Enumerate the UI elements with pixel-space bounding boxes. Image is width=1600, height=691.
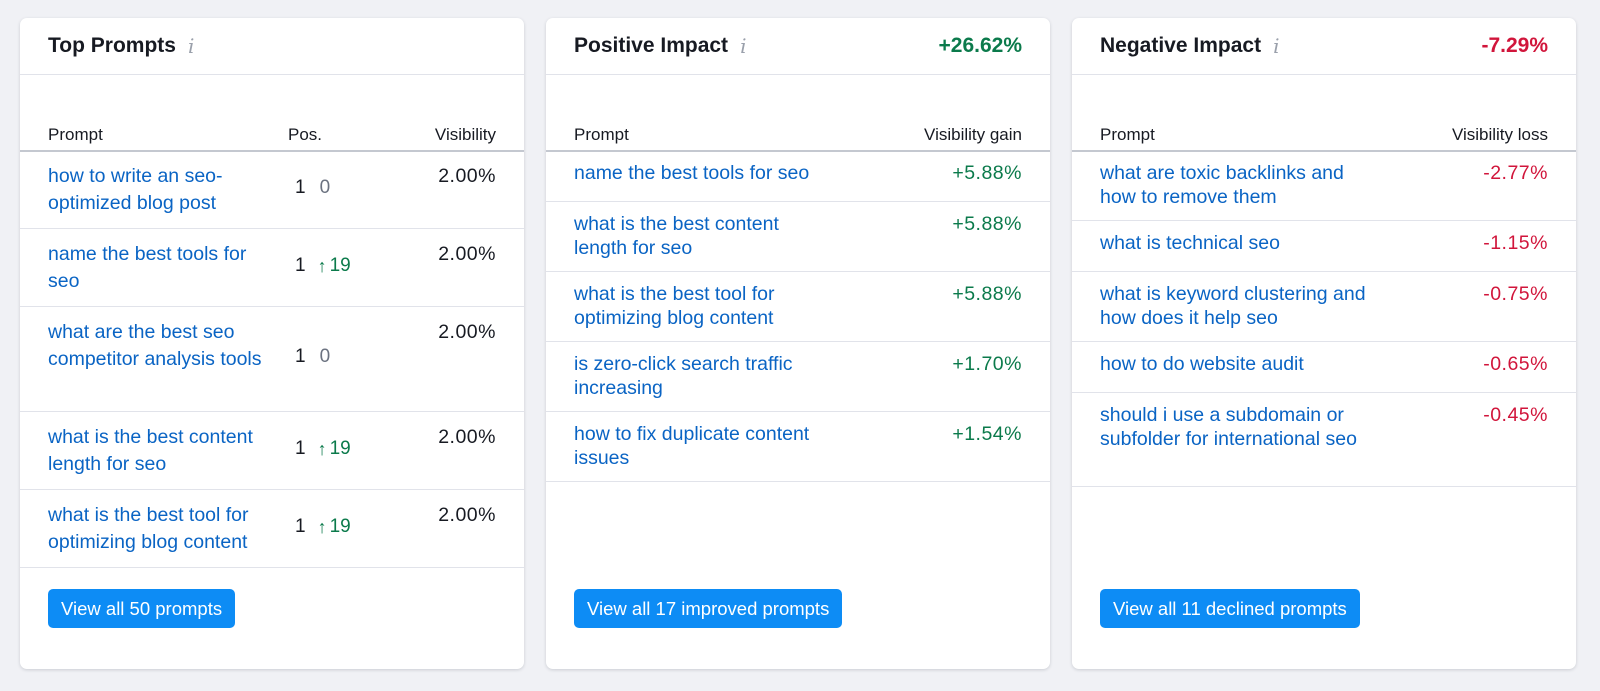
position-cell: 1 0 bbox=[295, 346, 330, 368]
prompt-link[interactable]: what are the best seo competitor analysi… bbox=[48, 321, 262, 370]
table-row: what are the best seo competitor analysi… bbox=[20, 307, 524, 412]
visibility-loss-value: -0.75% bbox=[1483, 283, 1548, 305]
info-icon[interactable]: i bbox=[1273, 34, 1280, 58]
column-header-prompt: Prompt bbox=[574, 125, 629, 144]
arrow-up-icon: ↑ bbox=[317, 438, 327, 459]
info-icon[interactable]: i bbox=[740, 34, 747, 58]
table-row: what is the best tool for optimizing blo… bbox=[20, 490, 524, 568]
prompt-link[interactable]: what is the best tool for optimizing blo… bbox=[574, 283, 775, 329]
arrow-up-icon: ↑ bbox=[317, 255, 327, 276]
table-row: what is technical seo -1.15% bbox=[1072, 221, 1576, 272]
view-declined-prompts-button[interactable]: View all 11 declined prompts bbox=[1100, 589, 1360, 628]
prompt-link[interactable]: what are toxic backlinks and how to remo… bbox=[1100, 162, 1344, 208]
positive-impact-card: Positive Impact i +26.62% Prompt Visibil… bbox=[546, 18, 1050, 669]
visibility-value: 2.00% bbox=[438, 426, 496, 448]
view-improved-prompts-button[interactable]: View all 17 improved prompts bbox=[574, 589, 843, 628]
table-body: what are toxic backlinks and how to remo… bbox=[1072, 151, 1576, 487]
table-row: name the best tools for seo +5.88% bbox=[546, 151, 1050, 202]
position-change-value: 19 bbox=[329, 516, 351, 537]
prompt-link[interactable]: how to write an seo-optimized blog post bbox=[48, 165, 223, 214]
visibility-gain-value: +5.88% bbox=[952, 283, 1022, 305]
position-value: 1 bbox=[295, 255, 306, 276]
prompt-link[interactable]: is zero-click search traffic increasing bbox=[574, 353, 793, 399]
card-title: Negative Impact bbox=[1100, 34, 1262, 57]
table-row: what is the best content length for seo … bbox=[546, 202, 1050, 272]
card-header: Top Prompts i bbox=[20, 18, 524, 75]
position-change: ↑ 19 bbox=[318, 255, 351, 277]
position-change: ↑ 19 bbox=[318, 438, 351, 460]
prompt-link[interactable]: name the best tools for seo bbox=[574, 162, 810, 184]
table-row: what is keyword clustering and how does … bbox=[1072, 272, 1576, 342]
table-body: name the best tools for seo +5.88% what … bbox=[546, 151, 1050, 482]
total-change: +26.62% bbox=[938, 34, 1023, 57]
position-change-value: 19 bbox=[329, 438, 351, 459]
table-row: how to write an seo-optimized blog post … bbox=[20, 151, 524, 229]
table-row: should i use a subdomain or subfolder fo… bbox=[1072, 393, 1576, 487]
column-header-position: Pos. bbox=[288, 125, 323, 144]
negative-impact-card: Negative Impact i -7.29% Prompt Visibili… bbox=[1072, 18, 1576, 669]
position-value: 1 bbox=[295, 346, 306, 367]
prompt-link[interactable]: should i use a subdomain or subfolder fo… bbox=[1100, 404, 1357, 450]
position-cell: 1 0 bbox=[295, 177, 330, 199]
position-change: 0 bbox=[319, 346, 331, 367]
table-row: is zero-click search traffic increasing … bbox=[546, 342, 1050, 412]
visibility-loss-value: -1.15% bbox=[1483, 232, 1548, 254]
visibility-gain-value: +5.88% bbox=[952, 162, 1022, 184]
table-row: how to do website audit -0.65% bbox=[1072, 342, 1576, 393]
position-change-value: 19 bbox=[329, 255, 351, 276]
prompt-link[interactable]: name the best tools for seo bbox=[48, 243, 247, 292]
table-header: Prompt Visibility gain bbox=[546, 114, 1050, 152]
table-row: what are toxic backlinks and how to remo… bbox=[1072, 151, 1576, 221]
column-header-visibility-gain: Visibility gain bbox=[924, 125, 1022, 144]
card-header: Positive Impact i +26.62% bbox=[546, 18, 1050, 75]
column-header-prompt: Prompt bbox=[1100, 125, 1155, 144]
visibility-value: 2.00% bbox=[438, 504, 496, 526]
column-header-prompt: Prompt bbox=[48, 125, 103, 144]
visibility-loss-value: -2.77% bbox=[1483, 162, 1548, 184]
position-cell: 1 ↑ 19 bbox=[295, 438, 351, 460]
column-header-visibility: Visibility bbox=[434, 125, 496, 144]
visibility-value: 2.00% bbox=[438, 243, 496, 265]
column-header-visibility-loss: Visibility loss bbox=[1451, 125, 1548, 144]
prompt-link[interactable]: how to do website audit bbox=[1100, 353, 1304, 375]
table-row: what is the best tool for optimizing blo… bbox=[546, 272, 1050, 342]
total-change: -7.29% bbox=[1481, 34, 1548, 57]
arrow-up-icon: ↑ bbox=[317, 516, 327, 537]
position-value: 1 bbox=[295, 177, 306, 198]
visibility-loss-value: -0.65% bbox=[1483, 353, 1548, 375]
table-header: Prompt Pos. Visibility bbox=[20, 114, 524, 152]
visibility-gain-value: +5.88% bbox=[952, 213, 1022, 235]
visibility-value: 2.00% bbox=[438, 165, 496, 187]
position-change: ↑ 19 bbox=[318, 516, 351, 538]
visibility-gain-value: +1.54% bbox=[952, 423, 1022, 445]
prompt-link[interactable]: what is technical seo bbox=[1100, 232, 1280, 254]
visibility-value: 2.00% bbox=[438, 321, 496, 343]
visibility-gain-value: +1.70% bbox=[952, 353, 1022, 375]
card-title: Positive Impact bbox=[574, 34, 729, 57]
position-cell: 1 ↑ 19 bbox=[295, 255, 351, 277]
prompt-link[interactable]: how to fix duplicate content issues bbox=[574, 423, 810, 469]
position-value: 1 bbox=[295, 516, 306, 537]
view-all-prompts-button[interactable]: View all 50 prompts bbox=[48, 589, 236, 628]
visibility-loss-value: -0.45% bbox=[1483, 404, 1548, 426]
table-body: how to write an seo-optimized blog post … bbox=[20, 151, 524, 568]
table-row: how to fix duplicate content issues +1.5… bbox=[546, 412, 1050, 482]
card-header: Negative Impact i -7.29% bbox=[1072, 18, 1576, 75]
card-title: Top Prompts bbox=[48, 34, 176, 57]
table-row: name the best tools for seo 1 ↑ 19 2.00% bbox=[20, 229, 524, 307]
top-prompts-card: Top Prompts i Prompt Pos. Visibility how… bbox=[20, 18, 524, 669]
table-row: what is the best content length for seo … bbox=[20, 412, 524, 490]
prompt-link[interactable]: what is the best content length for seo bbox=[48, 426, 253, 475]
position-cell: 1 ↑ 19 bbox=[295, 516, 351, 538]
prompt-link[interactable]: what is keyword clustering and how does … bbox=[1100, 283, 1366, 329]
prompt-link[interactable]: what is the best tool for optimizing blo… bbox=[48, 504, 249, 553]
table-header: Prompt Visibility loss bbox=[1072, 114, 1576, 152]
prompt-link[interactable]: what is the best content length for seo bbox=[574, 213, 779, 259]
position-change: 0 bbox=[319, 177, 331, 198]
info-icon[interactable]: i bbox=[187, 34, 195, 58]
position-value: 1 bbox=[295, 438, 306, 459]
